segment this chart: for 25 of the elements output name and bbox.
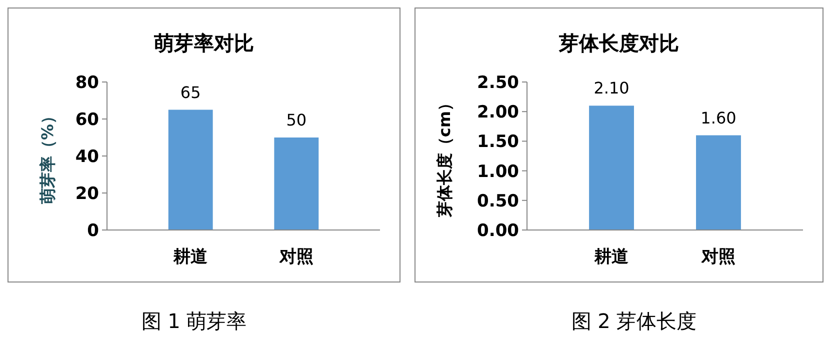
y-axis-title: 芽体长度（cm） (435, 94, 454, 218)
data-label: 50 (286, 110, 307, 130)
x-tick-label: 耕道 (172, 247, 208, 267)
y-tick-label: 20 (75, 184, 100, 204)
y-tick-label: 1.50 (477, 132, 520, 152)
x-tick-label: 耕道 (594, 247, 629, 267)
x-tick-label: 对照 (278, 247, 314, 267)
y-axis-title: 萌芽率（%） (38, 108, 57, 206)
y-tick-label: 0.50 (477, 191, 520, 212)
y-tick-label: 60 (75, 110, 100, 130)
y-tick-label: 1.00 (477, 162, 520, 182)
y-tick-label: 80 (75, 72, 100, 93)
caption: 图 1 萌芽率 (141, 309, 247, 333)
data-label: 1.60 (700, 108, 736, 128)
y-tick-label: 0 (87, 220, 100, 241)
y-tick-label: 2.50 (477, 72, 520, 93)
data-label: 65 (180, 82, 201, 102)
y-tick-label: 0.00 (477, 220, 520, 241)
x-tick-label: 对照 (700, 247, 736, 267)
chart-title: 萌芽率对比 (153, 31, 254, 55)
caption: 图 2 芽体长度 (571, 309, 697, 333)
y-tick-label: 2.00 (477, 102, 520, 123)
data-label: 2.10 (594, 78, 630, 98)
y-tick-label: 40 (75, 146, 100, 167)
chart-title: 芽体长度对比 (558, 31, 679, 55)
